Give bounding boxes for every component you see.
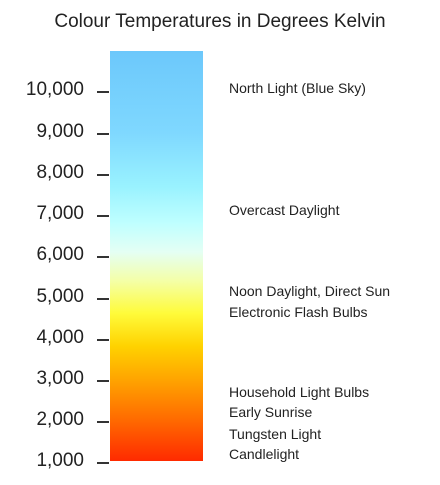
light-source-early-sunrise: Early Sunrise — [229, 404, 313, 420]
tick-label-7000: 7,000 — [36, 203, 84, 224]
light-source-electronic-flash: Electronic Flash Bulbs — [229, 304, 368, 320]
tick-mark-7000 — [97, 215, 109, 217]
tick-label-9000: 9,000 — [36, 121, 84, 142]
tick-label-2000: 2,000 — [36, 409, 84, 430]
tick-label-8000: 8,000 — [36, 162, 84, 183]
tick-mark-3000 — [97, 380, 109, 382]
tick-mark-8000 — [97, 174, 109, 176]
tick-mark-4000 — [97, 339, 109, 341]
tick-mark-9000 — [97, 133, 109, 135]
tick-mark-1000 — [97, 462, 109, 464]
tick-mark-10000 — [97, 91, 109, 93]
tick-label-3000: 3,000 — [36, 368, 84, 389]
tick-label-10000: 10,000 — [25, 79, 84, 100]
tick-label-4000: 4,000 — [36, 327, 84, 348]
light-source-household-bulbs: Household Light Bulbs — [229, 384, 370, 400]
tick-label-6000: 6,000 — [36, 244, 84, 265]
tick-mark-2000 — [97, 421, 109, 423]
light-source-tungsten-light: Tungsten Light — [229, 426, 322, 442]
light-source-north-light: North Light (Blue Sky) — [229, 80, 366, 96]
light-source-noon-daylight: Noon Daylight, Direct Sun — [229, 283, 391, 299]
tick-label-5000: 5,000 — [36, 286, 84, 307]
light-source-overcast-daylight: Overcast Daylight — [229, 202, 340, 218]
diagram-title: Colour Temperatures in Degrees Kelvin — [54, 11, 386, 32]
colour-temperature-gradient-bar — [110, 51, 203, 461]
tick-mark-6000 — [97, 256, 109, 258]
tick-label-1000: 1,000 — [36, 450, 84, 471]
tick-mark-5000 — [97, 298, 109, 300]
light-source-candlelight: Candlelight — [229, 446, 300, 462]
